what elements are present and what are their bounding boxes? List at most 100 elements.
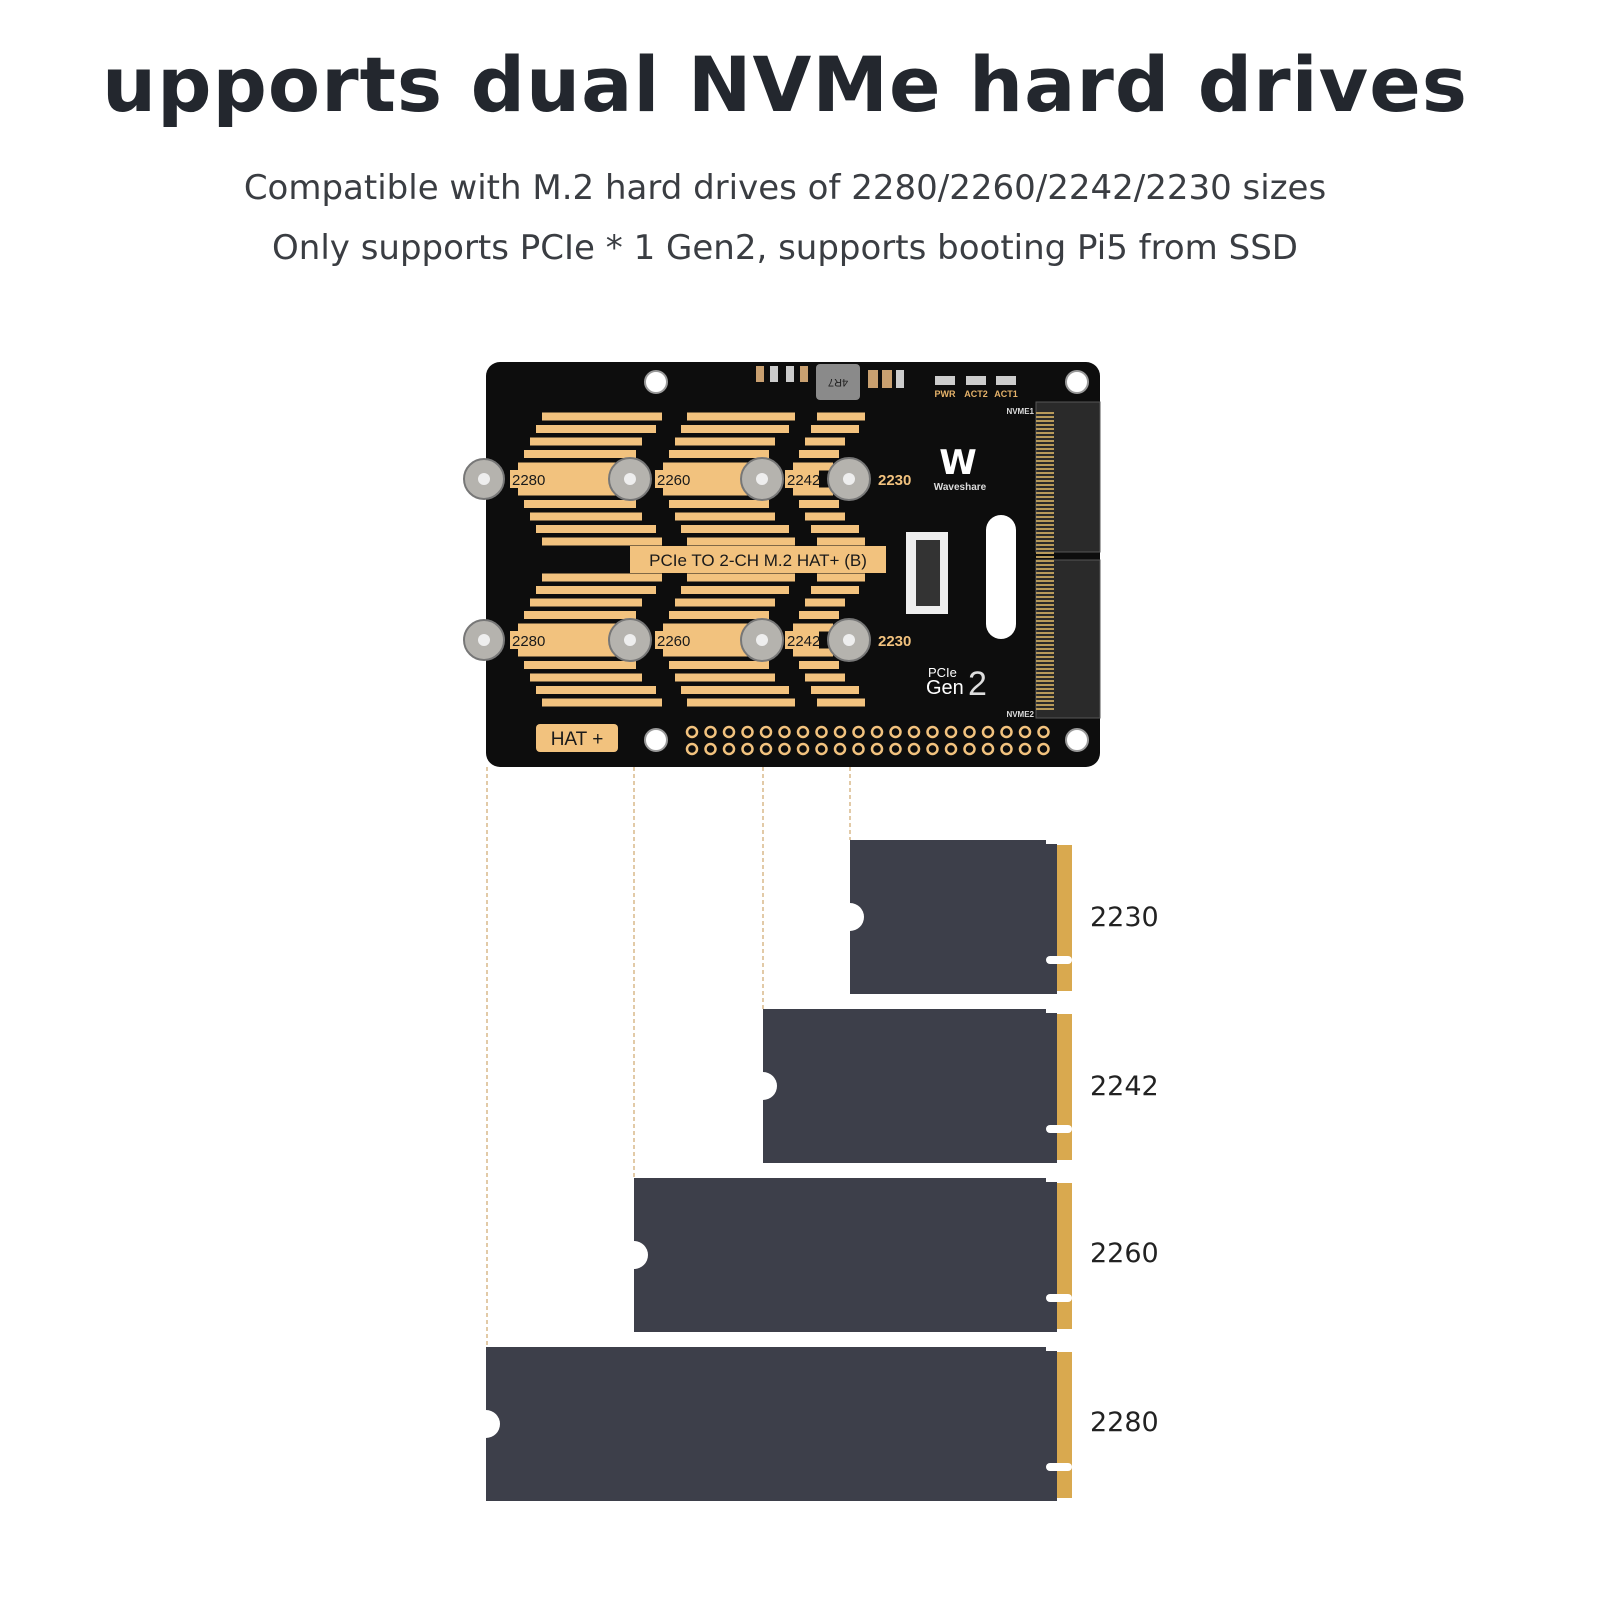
gpio-pin: [796, 725, 810, 739]
hat-badge: [536, 724, 618, 752]
gold-stripe: [524, 450, 636, 458]
mount-label-2280: 2280: [512, 633, 545, 650]
drive-key-notch: [1046, 1294, 1072, 1302]
screw-center: [756, 634, 768, 646]
gold-stripe: [793, 487, 833, 496]
drive-screw-notch: [472, 1410, 500, 1438]
gold-stripe: [518, 462, 630, 471]
mount-label-badge: [785, 631, 819, 649]
board-slot-cutout: [986, 515, 1016, 639]
gold-stripe: [675, 437, 775, 446]
gold-stripe: [793, 648, 833, 657]
gold-stripe: [542, 698, 662, 707]
drive-screw-notch: [836, 903, 864, 931]
gpio-pin: [1037, 725, 1050, 739]
m2-drive-2230: [836, 840, 1072, 994]
gold-stripe: [542, 537, 662, 546]
gold-stripe: [669, 661, 769, 669]
gold-stripe: [811, 586, 859, 594]
gold-stripe: [687, 573, 795, 582]
led-pwr: PWR: [935, 389, 956, 399]
mount-holes: [463, 370, 1089, 752]
gpio-pin: [870, 742, 884, 756]
gold-stripe: [681, 425, 789, 433]
brand-logo-mark: W: [939, 443, 977, 483]
gold-stripe: [524, 661, 636, 669]
mount-label-badge: [510, 631, 616, 649]
gold-stripe: [817, 537, 865, 546]
gpio-pin: [815, 742, 828, 756]
drive-contacts: [1057, 1352, 1072, 1498]
gold-stripe: [799, 661, 839, 669]
gold-stripe: [687, 698, 795, 707]
gold-stripe: [681, 686, 789, 694]
inductor-label: 4R7: [828, 376, 848, 388]
gpio-pin: [889, 725, 902, 739]
drive-body: [486, 1347, 1057, 1501]
screw-center: [624, 634, 636, 646]
led-act1: ACT1: [994, 389, 1018, 399]
gpio-pin: [1000, 742, 1013, 756]
gold-stripe: [675, 512, 775, 521]
gpio-pin: [833, 742, 847, 756]
drive-key-notch: [1046, 1125, 1072, 1133]
drive-key-notch: [1046, 1463, 1072, 1471]
subtitle-line-1: Compatible with M.2 hard drives of 2280/…: [243, 168, 1327, 208]
screw-center: [843, 473, 855, 485]
mounting-hole: [644, 370, 668, 394]
gold-stripe: [663, 487, 763, 496]
gold-stripe: [817, 573, 865, 582]
gold-stripe: [811, 425, 859, 433]
gold-stripe: [817, 698, 865, 707]
mount-label-2230: 2230: [878, 472, 911, 489]
gold-stripe: [681, 586, 789, 594]
drive-corner: [1046, 840, 1057, 844]
mounting-hole: [644, 728, 668, 752]
mount-label-badge: [655, 631, 749, 649]
drive-corner: [1046, 1009, 1057, 1013]
gold-stripe: [669, 500, 769, 508]
mount-label-2242: 2242: [787, 633, 820, 650]
gold-stripe: [663, 648, 763, 657]
gpio-pin: [778, 725, 791, 739]
gold-stripe: [524, 500, 636, 508]
mounting-hole: [1065, 370, 1089, 394]
screw-center: [624, 473, 636, 485]
pcb-board: 2280 2260 2242 2230 2280 2260 2242 2230 PCIe TO…: [463, 362, 1101, 767]
gold-stripe: [799, 611, 839, 619]
gpio-pin: [870, 725, 884, 739]
gold-stripe: [675, 673, 775, 682]
gpio-pin: [963, 725, 976, 739]
gpio-pin: [1037, 742, 1050, 756]
drive-label-2230: 2230: [1090, 902, 1159, 933]
gpio-pin: [741, 725, 754, 739]
gold-stripe: [669, 450, 769, 458]
drive-screw-notch: [749, 1072, 777, 1100]
gpio-pin: [759, 725, 773, 739]
gold-stripe: [687, 412, 795, 421]
screw-center: [843, 634, 855, 646]
drive-contacts: [1057, 1183, 1072, 1329]
drive-body: [763, 1009, 1057, 1163]
screw-center: [478, 473, 490, 485]
gpio-pin: [722, 725, 736, 739]
gpio-pin: [852, 742, 865, 756]
gpio-pin: [741, 742, 754, 756]
gold-stripe: [793, 462, 833, 471]
gpio-pin: [833, 725, 847, 739]
slot-nvme2-label: NVME2: [1006, 710, 1034, 719]
gold-stripe: [817, 412, 865, 421]
mounting-hole: [1065, 728, 1089, 752]
gen-number: 2: [968, 665, 987, 703]
mount-label-badge: [785, 470, 819, 488]
gpio-pin: [926, 742, 939, 756]
drive-contacts: [1057, 1014, 1072, 1160]
gpio-pin: [759, 742, 773, 756]
gold-stripe: [530, 598, 642, 607]
gpio-pin: [852, 725, 865, 739]
mount-label-2280: 2280: [512, 472, 545, 489]
gold-stripe: [805, 598, 845, 607]
gpio-pin: [722, 742, 736, 756]
gpio-pin: [981, 742, 995, 756]
gen-label-top: PCIe: [928, 665, 957, 680]
